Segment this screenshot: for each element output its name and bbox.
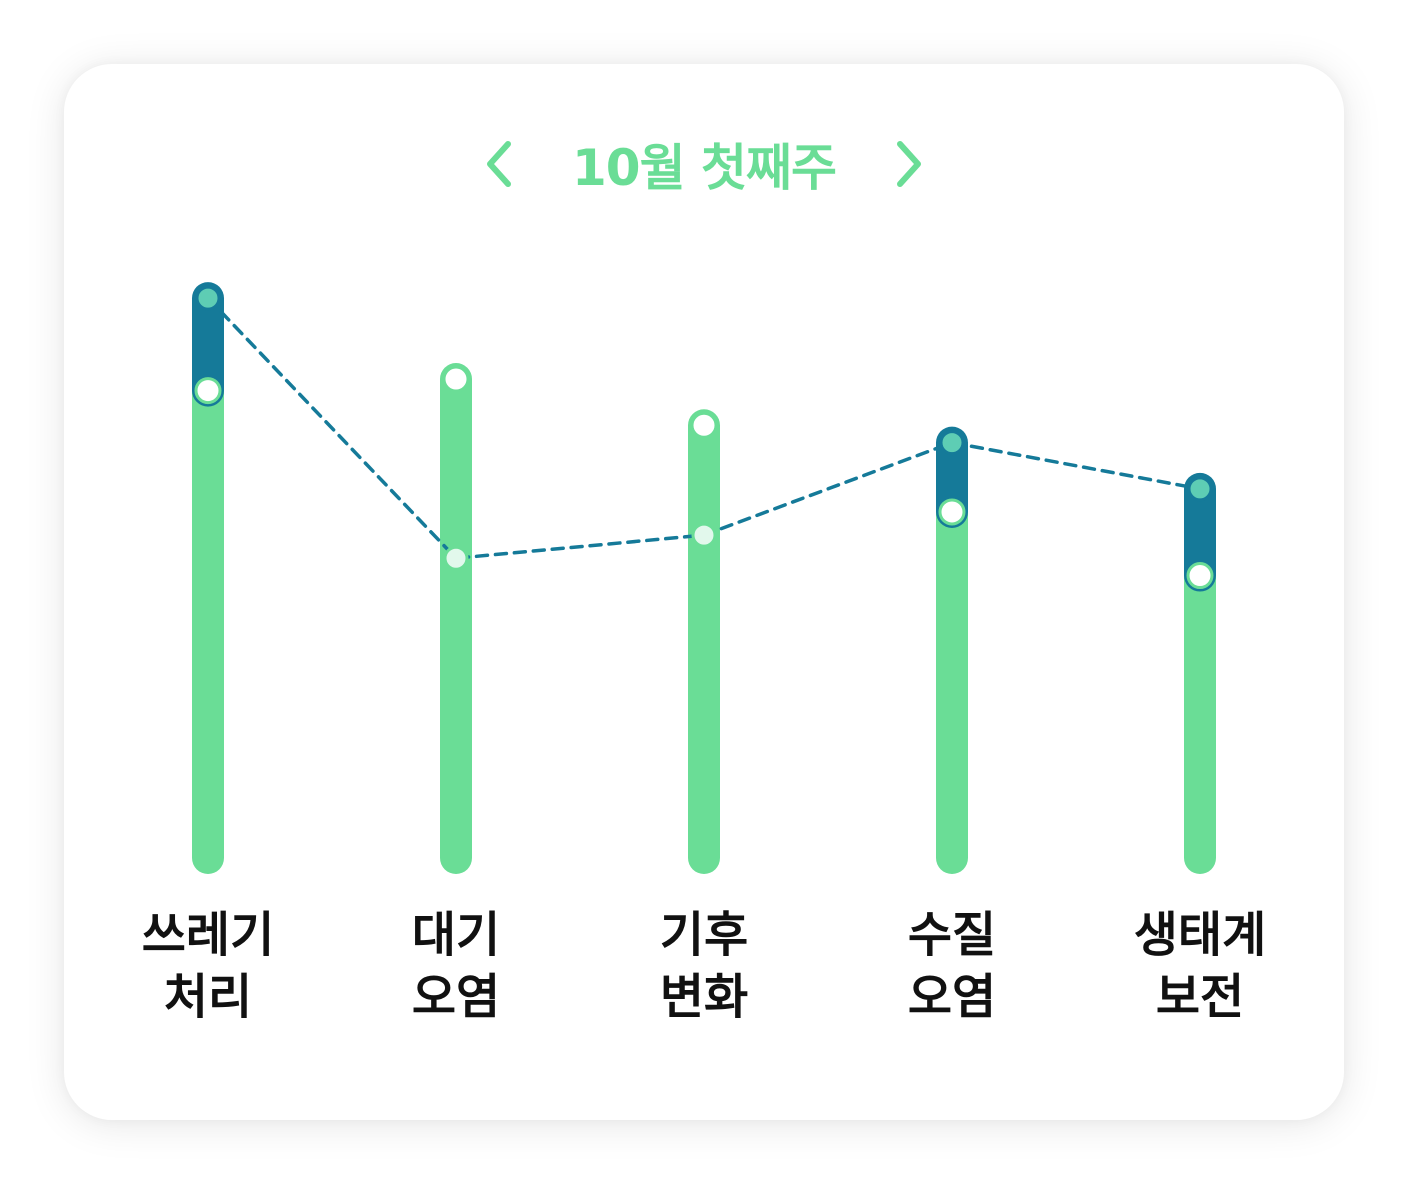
bar-value-point-0: [194, 377, 222, 405]
week-title: 10월 첫째주: [572, 139, 837, 197]
category-label-line: 오염: [907, 969, 997, 1025]
category-label-line: 처리: [163, 969, 253, 1025]
chevron-right-icon: [897, 141, 921, 187]
next-week-button[interactable]: [880, 128, 936, 200]
category-label-line: 오염: [411, 969, 501, 1025]
category-label-line: 생태계: [1133, 907, 1267, 963]
category-bar-chart: [192, 282, 1216, 874]
line-value-point-0: [195, 285, 221, 311]
chevron-left-icon: [487, 141, 511, 187]
prev-week-button[interactable]: [472, 128, 528, 200]
category-label-line: 보전: [1155, 969, 1245, 1025]
category-label-line: 변화: [659, 969, 749, 1025]
bar-value-point-4: [1186, 562, 1214, 590]
bar-value-point-2: [690, 411, 718, 439]
line-value-point-3: [939, 430, 965, 456]
category-label-line: 수질: [907, 907, 997, 963]
line-value-point-1: [443, 545, 469, 571]
bar-value-point-1: [442, 365, 470, 393]
line-value-point-2: [691, 522, 717, 548]
week-navigator: 10월 첫째주: [64, 128, 1344, 200]
category-label-line: 쓰레기: [141, 907, 275, 963]
category-label-line: 대기: [411, 907, 501, 963]
line-value-point-4: [1187, 476, 1213, 502]
bar-value-point-3: [938, 498, 966, 526]
category-label-line: 기후: [659, 907, 749, 963]
